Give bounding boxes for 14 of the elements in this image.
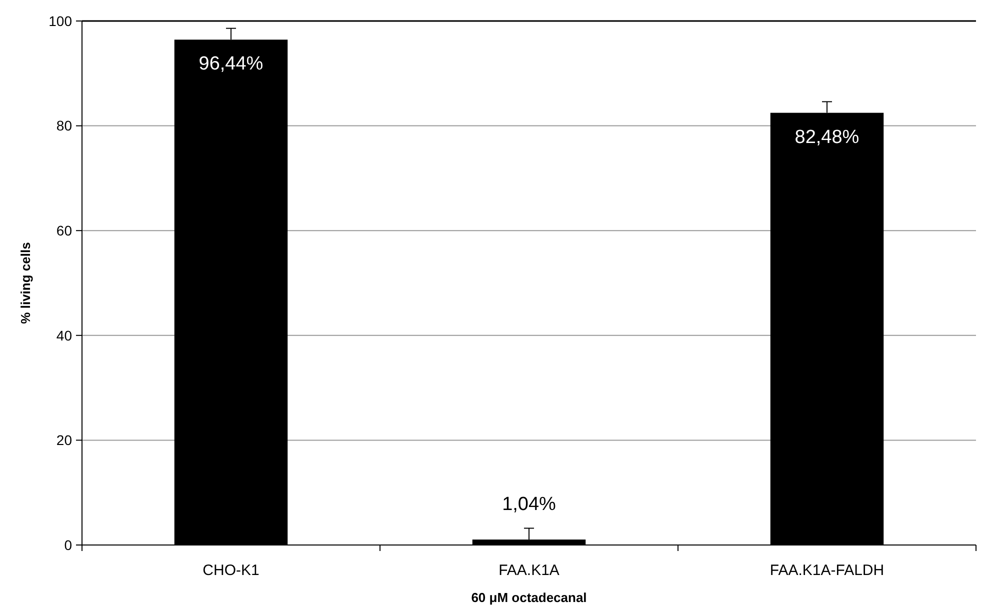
y-tick-label: 60 [56,222,72,238]
y-tick-label: 0 [64,536,72,553]
data-label: 96,44% [198,54,264,75]
x-tick-label: FAA.K1A [498,562,560,579]
x-axis-title: 60 μM octadecanal [471,590,587,605]
x-tick-label: FAA.K1A-FALDH [770,562,884,579]
data-label: 1,04% [502,494,556,516]
y-tick-label: 100 [48,12,72,29]
data-label: 82,48% [794,126,860,148]
y-axis-title: % living cells [18,242,33,324]
y-tick-label: 80 [56,118,72,134]
x-tick-label: CHO-K1 [202,562,260,579]
y-tick-label: 20 [56,432,72,448]
y-tick-label: 40 [56,327,72,344]
